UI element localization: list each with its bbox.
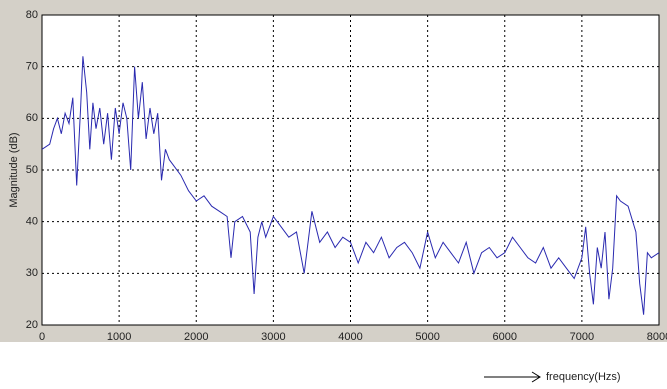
y-tick-label: 70 — [26, 61, 38, 73]
x-tick-label: 8000 — [647, 331, 667, 343]
x-tick-label: 4000 — [338, 331, 362, 343]
y-axis-label: Magnitude (dB) — [8, 132, 20, 207]
y-tick-label: 60 — [26, 112, 38, 124]
annotation: frequency(Hzs) — [546, 371, 621, 383]
arrow-head — [531, 371, 541, 383]
data-line — [41, 56, 660, 315]
y-tick-label: 20 — [26, 319, 38, 331]
x-tick-label: 2000 — [184, 331, 208, 343]
x-tick-label: 3000 — [261, 331, 285, 343]
y-tick-label: 30 — [26, 267, 38, 279]
x-tick-label: 0 — [39, 331, 45, 343]
y-tick-label: 40 — [26, 216, 38, 228]
x-tick-label: 6000 — [493, 331, 517, 343]
y-tick-label: 50 — [26, 164, 38, 176]
x-tick-label: 5000 — [415, 331, 439, 343]
y-tick-label: 80 — [26, 9, 38, 21]
x-tick-label: 7000 — [570, 331, 594, 343]
x-tick-label: 1000 — [107, 331, 131, 343]
